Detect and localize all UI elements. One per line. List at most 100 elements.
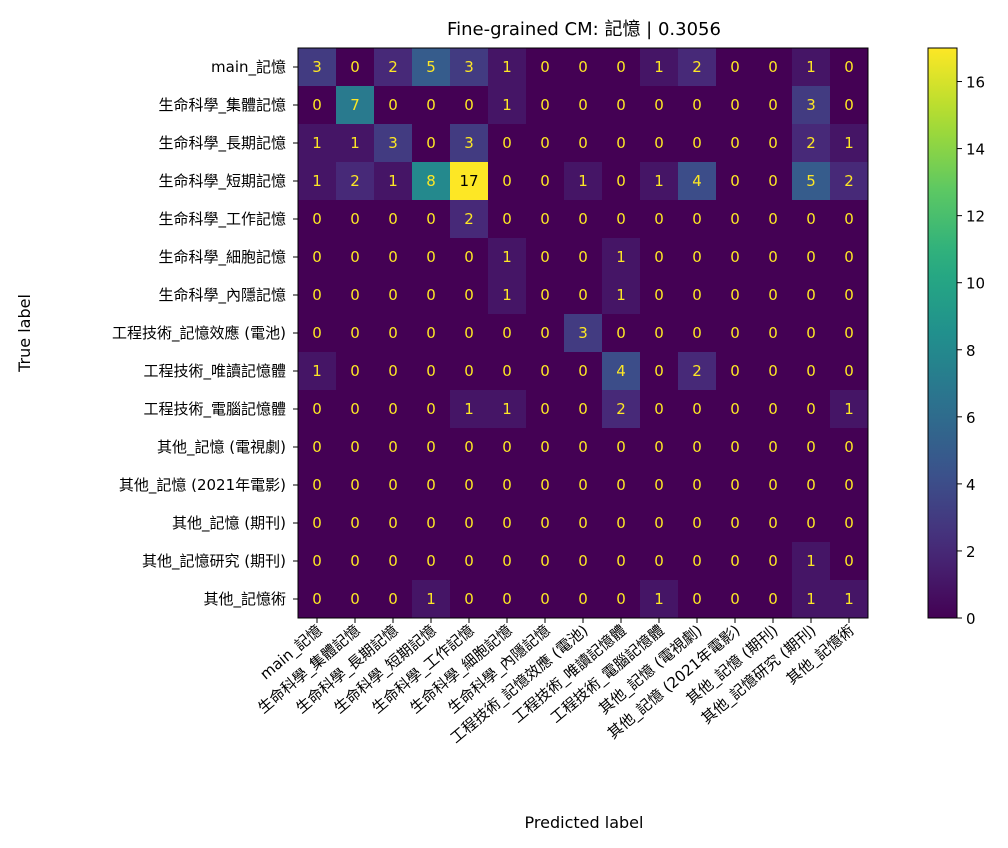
cell-value-label: 0: [578, 476, 588, 494]
cell-value-label: 2: [350, 172, 360, 190]
cell-value-label: 0: [692, 286, 702, 304]
y-tick-label: 生命科學_工作記憶: [158, 210, 286, 229]
cell-value-label: 0: [350, 286, 360, 304]
heatmap-cell: [640, 504, 679, 543]
heatmap-cell: [602, 314, 641, 353]
heatmap-cell: [412, 124, 451, 163]
heatmap-cell: [526, 542, 565, 581]
heatmap-cell: [830, 238, 869, 277]
cell-value-label: 0: [312, 552, 322, 570]
y-tick-label: 其他_記憶術: [203, 590, 286, 609]
heatmap-cell: [488, 580, 527, 619]
cell-value-label: 3: [312, 58, 322, 76]
heatmap-cell: [754, 162, 793, 201]
heatmap-cell: [792, 238, 831, 277]
cell-value-label: 0: [540, 590, 550, 608]
heatmap-cell: [792, 48, 831, 87]
heatmap-cell: [374, 200, 413, 239]
heatmap-cell: [602, 390, 641, 429]
heatmap-cell: [298, 466, 337, 505]
heatmap-cell: [716, 466, 755, 505]
cell-value-label: 1: [312, 134, 322, 152]
cell-value-label: 0: [464, 96, 474, 114]
cell-value-label: 1: [502, 400, 512, 418]
heatmap-cell: [754, 48, 793, 87]
heatmap-cell: [450, 504, 489, 543]
cell-value-label: 0: [312, 590, 322, 608]
heatmap-cell: [564, 238, 603, 277]
heatmap-cell: [830, 124, 869, 163]
heatmap-cell: [412, 580, 451, 619]
heatmap-cell: [488, 390, 527, 429]
cell-value-label: 0: [654, 248, 664, 266]
cell-value-label: 0: [502, 438, 512, 456]
cell-value-label: 0: [426, 514, 436, 532]
cell-value-label: 0: [502, 172, 512, 190]
heatmap-cell: [336, 86, 375, 125]
heatmap-cell: [678, 352, 717, 391]
heatmap-cell: [336, 466, 375, 505]
heatmap-cell: [640, 352, 679, 391]
y-tick-label: 其他_記憶 (2021年電影): [119, 476, 286, 495]
heatmap-cell: [640, 86, 679, 125]
heatmap-cell: [564, 390, 603, 429]
cell-value-label: 0: [654, 514, 664, 532]
cell-value-label: 0: [540, 96, 550, 114]
cell-value-label: 5: [426, 58, 436, 76]
heatmap-cell: [792, 542, 831, 581]
heatmap-cell: [716, 276, 755, 315]
cell-value-label: 0: [502, 210, 512, 228]
heatmap-cell: [754, 390, 793, 429]
heatmap-cell: [792, 504, 831, 543]
cell-value-label: 0: [806, 248, 816, 266]
y-tick-label: 生命科學_細胞記憶: [158, 248, 286, 267]
heatmap-cell: [716, 428, 755, 467]
heatmap-cell: [298, 124, 337, 163]
cell-value-label: 0: [312, 400, 322, 418]
heatmap-cell: [754, 314, 793, 353]
cell-value-label: 0: [730, 590, 740, 608]
heatmap-cell: [412, 200, 451, 239]
cell-value-label: 0: [616, 590, 626, 608]
heatmap-cell: [374, 466, 413, 505]
cell-value-label: 0: [692, 552, 702, 570]
cell-value-label: 0: [426, 324, 436, 342]
cell-value-label: 0: [388, 400, 398, 418]
cell-value-label: 0: [540, 476, 550, 494]
heatmap-cell: [336, 200, 375, 239]
heatmap-cell: [564, 200, 603, 239]
cell-value-label: 0: [768, 324, 778, 342]
heatmap-cell: [564, 466, 603, 505]
cell-value-label: 0: [616, 134, 626, 152]
cell-value-label: 0: [540, 210, 550, 228]
cell-value-label: 0: [844, 210, 854, 228]
cell-value-label: 0: [730, 362, 740, 380]
cell-value-label: 0: [806, 286, 816, 304]
cell-value-label: 0: [388, 590, 398, 608]
cell-value-label: 0: [388, 210, 398, 228]
cell-value-label: 0: [540, 58, 550, 76]
heatmap-cell: [716, 48, 755, 87]
cell-value-label: 0: [464, 552, 474, 570]
cell-value-label: 0: [692, 210, 702, 228]
heatmap-cell: [640, 276, 679, 315]
cell-value-label: 0: [768, 134, 778, 152]
heatmap-cell: [526, 314, 565, 353]
cell-value-label: 0: [692, 96, 702, 114]
cell-value-label: 0: [806, 400, 816, 418]
cell-value-label: 0: [730, 172, 740, 190]
heatmap-cell: [412, 466, 451, 505]
cell-value-label: 0: [578, 58, 588, 76]
cell-value-label: 0: [768, 362, 778, 380]
cell-value-label: 0: [768, 286, 778, 304]
cell-value-label: 3: [464, 58, 474, 76]
heatmap-cell: [792, 276, 831, 315]
heatmap-cell: [488, 86, 527, 125]
heatmap-cell: [526, 162, 565, 201]
cell-value-label: 0: [692, 248, 702, 266]
heatmap-cell: [450, 200, 489, 239]
cell-value-label: 0: [502, 134, 512, 152]
cell-value-label: 0: [730, 514, 740, 532]
cell-value-label: 0: [578, 400, 588, 418]
cell-value-label: 0: [426, 400, 436, 418]
